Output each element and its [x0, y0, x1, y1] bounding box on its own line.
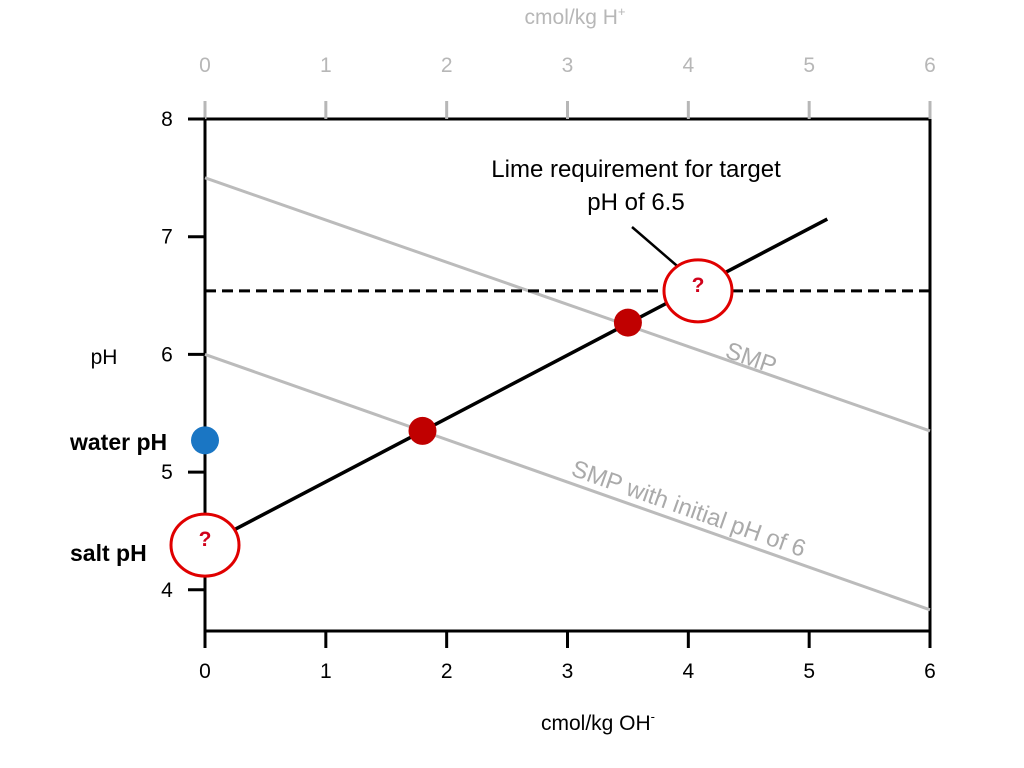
top-axis-title: cmol/kg H+ [525, 4, 626, 29]
water-ph-point [191, 426, 219, 455]
y-axis-title: pH [91, 346, 118, 369]
left-tick-label: 8 [161, 108, 173, 131]
left-tick-label: 6 [161, 343, 173, 366]
smp-intersection-point [408, 416, 437, 445]
left-axis-ticks: 4 5 6 7 8 [161, 108, 205, 602]
lime-requirement-label-line2: pH of 6.5 [587, 189, 684, 216]
smp-line [204, 176, 931, 433]
salt-ph-label: salt pH [70, 540, 147, 566]
bottom-tick-label: 0 [199, 660, 211, 683]
top-tick-label: 0 [199, 54, 211, 77]
plot-frame [203, 117, 932, 633]
salt-ph-unknown-marker-label: ? [199, 528, 212, 551]
bottom-tick-label: 3 [562, 660, 574, 683]
bottom-axis-ticks: 0 1 2 3 4 5 6 [199, 631, 936, 683]
bottom-axis-title-sup: - [651, 709, 655, 724]
lime-requirement-unknown-marker-label: ? [692, 274, 705, 297]
bottom-tick-label: 5 [803, 660, 815, 683]
bottom-axis-title-main: cmol/kg OH [541, 712, 651, 735]
top-tick-label: 1 [320, 54, 332, 77]
top-tick-label: 5 [803, 54, 815, 77]
top-axis-title-sup: + [618, 4, 626, 19]
bottom-tick-label: 2 [441, 660, 453, 683]
markers-layer: ?? [169, 258, 734, 578]
top-tick-label: 2 [441, 54, 453, 77]
smp-intersection-point [613, 308, 642, 337]
lime-requirement-unknown-marker [662, 258, 734, 324]
top-tick-label: 6 [924, 54, 936, 77]
top-axis-title-main: cmol/kg H [525, 6, 618, 29]
bottom-tick-label: 1 [320, 660, 332, 683]
lime-requirement-leader [631, 226, 684, 272]
left-tick-label: 5 [161, 461, 173, 484]
smp-initial-6-line-label: SMP with initial pH of 6 [568, 455, 809, 563]
smp-initial-6-line [204, 352, 931, 612]
series-layer [204, 176, 931, 612]
lime-requirement-label-line1: Lime requirement for target [491, 156, 781, 183]
top-axis-ticks: 0 1 2 3 4 5 6 [199, 54, 936, 119]
water-ph-label: water pH [69, 429, 167, 455]
points-layer [191, 308, 642, 455]
salt-ph-unknown-marker [169, 512, 241, 578]
bottom-tick-label: 4 [682, 660, 694, 683]
left-tick-label: 4 [161, 579, 173, 602]
top-tick-label: 3 [562, 54, 574, 77]
top-tick-label: 4 [682, 54, 694, 77]
smp-line-label: SMP [722, 337, 780, 379]
bottom-axis-title: cmol/kg OH- [541, 709, 655, 735]
left-tick-label: 7 [161, 226, 173, 249]
lime-response-line [204, 217, 829, 547]
bottom-tick-label: 6 [924, 660, 936, 683]
